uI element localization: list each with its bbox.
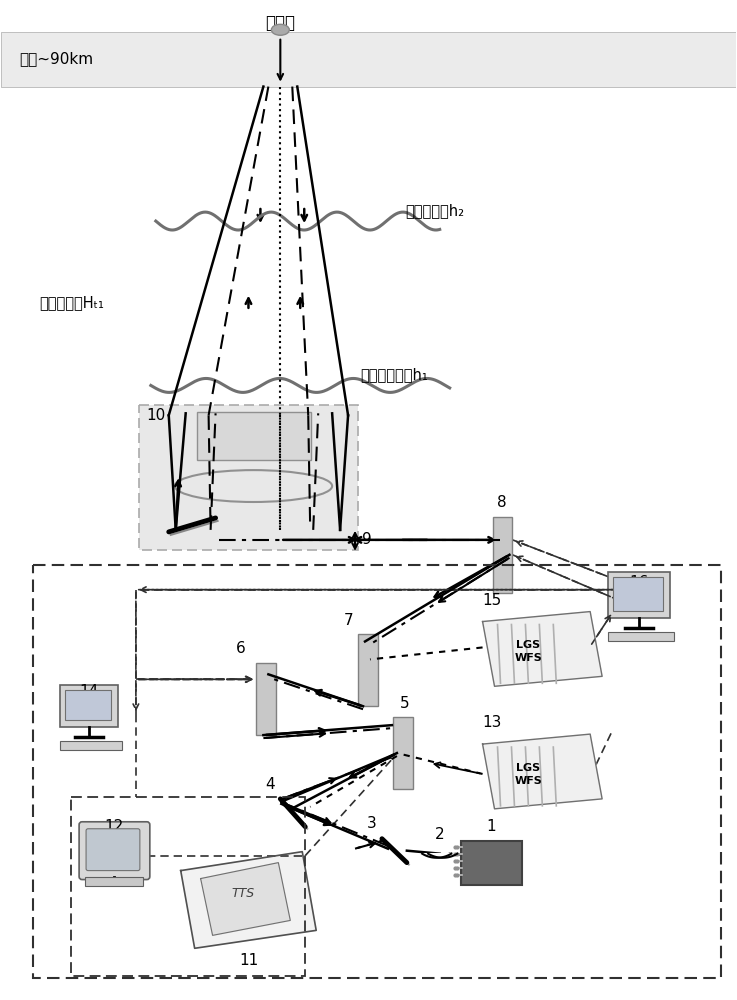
Bar <box>85 877 143 886</box>
Text: 5: 5 <box>400 696 410 711</box>
Bar <box>33 565 721 978</box>
Bar <box>197 412 311 460</box>
Polygon shape <box>483 734 602 809</box>
Bar <box>1 32 736 87</box>
Text: 高层湍流，h₂: 高层湍流，h₂ <box>405 204 464 219</box>
Text: 钠信标: 钠信标 <box>265 14 296 32</box>
Polygon shape <box>181 852 316 948</box>
FancyBboxPatch shape <box>461 841 523 885</box>
Text: 10: 10 <box>146 408 165 423</box>
Text: 13: 13 <box>483 715 502 730</box>
Text: LGS: LGS <box>517 763 540 773</box>
Bar <box>60 685 118 727</box>
Text: 3: 3 <box>367 816 377 831</box>
Text: 15: 15 <box>483 593 502 608</box>
Text: LGS: LGS <box>517 640 540 650</box>
Bar <box>256 663 276 735</box>
Bar <box>65 690 111 720</box>
FancyBboxPatch shape <box>79 822 150 880</box>
Text: 6: 6 <box>236 641 245 656</box>
Polygon shape <box>422 854 457 858</box>
Text: 7: 7 <box>343 613 353 628</box>
Text: 2: 2 <box>435 827 444 842</box>
Bar <box>393 717 413 789</box>
Text: 9: 9 <box>362 532 371 547</box>
Text: 16: 16 <box>629 575 649 590</box>
Text: WFS: WFS <box>514 653 542 663</box>
Bar <box>139 405 358 550</box>
Text: 12: 12 <box>105 819 124 834</box>
Text: TTS: TTS <box>232 887 255 900</box>
Ellipse shape <box>271 24 290 35</box>
Bar <box>608 572 670 618</box>
Text: 1: 1 <box>486 819 496 834</box>
Polygon shape <box>483 612 602 686</box>
Text: 8: 8 <box>497 495 506 510</box>
Text: WFS: WFS <box>514 776 542 786</box>
Bar <box>613 577 663 611</box>
FancyBboxPatch shape <box>86 829 140 871</box>
Bar <box>60 741 122 750</box>
Bar <box>608 632 674 641</box>
Bar <box>492 517 512 593</box>
Text: 11: 11 <box>239 953 258 968</box>
Bar <box>71 797 305 976</box>
Text: 4: 4 <box>265 777 275 792</box>
Polygon shape <box>200 863 290 935</box>
Text: 14: 14 <box>80 684 99 699</box>
Text: 地表层湍流，h₁: 地表层湍流，h₁ <box>360 367 427 382</box>
Bar <box>358 634 378 706</box>
Text: 钠层~90km: 钠层~90km <box>19 51 94 66</box>
Text: 瑞利信标，Hₜ₁: 瑞利信标，Hₜ₁ <box>39 295 104 310</box>
